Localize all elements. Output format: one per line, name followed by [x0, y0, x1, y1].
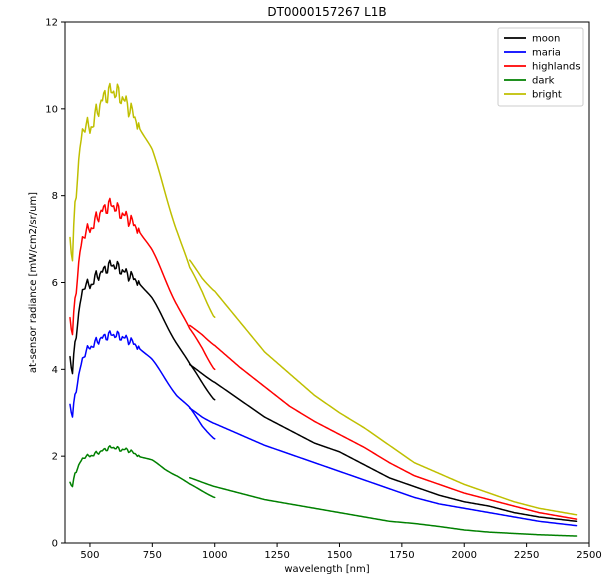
x-tick-label: 1250 — [264, 550, 289, 561]
x-tick-label: 2000 — [452, 550, 477, 561]
x-tick-label: 750 — [143, 550, 162, 561]
x-tick-label: 1500 — [327, 550, 352, 561]
legend-label-dark: dark — [532, 76, 555, 87]
plot-area: 500 750 1000 1250 1500 1750 2000 2250 2500 0 2 4 6 8 1… — [45, 18, 601, 562]
series-line-bright-1 — [69, 82, 216, 318]
legend-label-highlands: highlands — [532, 62, 581, 73]
y-tick-label: 2 — [52, 452, 58, 463]
y-axis-label: at-sensor radiance [mW/cm2/sr/um] — [28, 192, 39, 373]
series-line-moon-2 — [189, 363, 578, 523]
y-tick-label: 10 — [45, 104, 58, 115]
x-tick-label: 500 — [80, 550, 99, 561]
x-tick-label: 1750 — [389, 550, 414, 561]
series-line-maria-1 — [69, 330, 216, 440]
series-line-highlands-2 — [189, 324, 578, 520]
y-tick-label: 4 — [52, 365, 58, 376]
series-line-moon-1 — [69, 259, 216, 401]
x-tick-label: 1000 — [202, 550, 227, 561]
y-tick-label: 8 — [52, 191, 58, 202]
legend-label-moon: moon — [532, 34, 560, 45]
x-tick-label: 2500 — [576, 550, 601, 561]
legend-label-maria: maria — [532, 48, 561, 59]
series-line-dark-1 — [69, 445, 216, 499]
legend: moon maria highlands dark bright — [497, 27, 584, 107]
series-line-highlands-1 — [69, 197, 216, 371]
series-line-bright-2 — [189, 259, 578, 516]
x-tick-label: 2250 — [514, 550, 539, 561]
x-axis-label: wavelength [nm] — [284, 564, 369, 575]
y-tick-label: 6 — [52, 278, 58, 289]
y-tick-label: 0 — [52, 539, 58, 550]
legend-box — [497, 27, 584, 107]
legend-label-bright: bright — [532, 90, 562, 101]
chart-title: DT0000157267 L1B — [267, 5, 386, 19]
y-tick-label: 12 — [45, 18, 58, 29]
series-line-maria-2 — [189, 407, 578, 527]
series-line-dark-2 — [189, 476, 578, 537]
